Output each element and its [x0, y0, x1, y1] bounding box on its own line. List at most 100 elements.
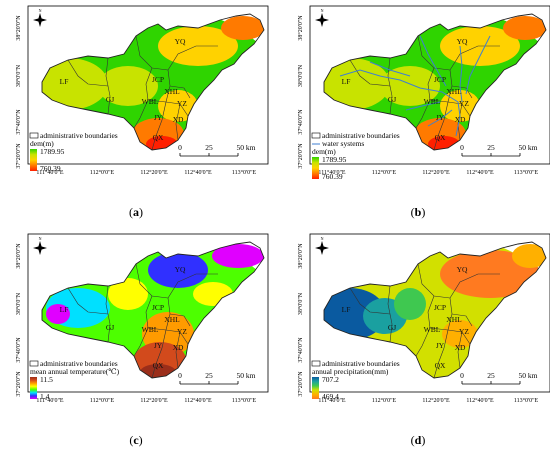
region-label: JY	[154, 113, 163, 122]
region-label: YZ	[177, 327, 187, 336]
longitude-label: 111°40'0"E	[318, 397, 345, 404]
north-arrow-label: N	[39, 236, 42, 241]
study-area-outline	[323, 241, 547, 379]
longitude-label: 112°40'0"E	[466, 169, 494, 176]
panel-caption-letter: a	[133, 205, 139, 219]
region-label: LF	[60, 77, 69, 86]
region-label: XD	[173, 343, 184, 352]
region-label: GJ	[388, 95, 396, 104]
region-label: YQ	[175, 265, 186, 274]
legend-boundary-label: administrative boundaries	[322, 131, 400, 140]
longitude-label: 113°0'0"E	[232, 397, 257, 404]
region-label: YQ	[457, 37, 468, 46]
water-systems	[339, 35, 491, 137]
scale-bar: 0 25 50 km	[178, 143, 256, 157]
longitude-label: 112°40'0"E	[466, 397, 494, 404]
scale-bar-label: 25	[205, 143, 213, 152]
latitude-label: 38°20'0"N	[15, 15, 22, 41]
longitude-label: 112°0'0"E	[372, 397, 397, 404]
legend-boundary-label: administrative boundaries	[40, 359, 118, 368]
scale-bar-label: 25	[487, 143, 495, 152]
region-label: YZ	[177, 99, 187, 108]
longitude-label: 112°0'0"E	[372, 169, 397, 176]
latitude-label: 38°0'0"N	[297, 64, 304, 87]
region-label: QX	[435, 133, 446, 142]
legend-water-label: water systems	[322, 139, 364, 148]
scale-bar-label: 50 km	[237, 143, 256, 152]
longitude-label: 113°0'0"E	[514, 169, 539, 176]
study-area-outline	[323, 13, 547, 151]
region-label: JCP	[434, 75, 446, 84]
region-label: JCP	[152, 303, 164, 312]
legend-variable-label: mean annual temperature(℃)	[30, 367, 120, 376]
scale-bar-label: 0	[178, 371, 182, 380]
latitude-label: 38°20'0"N	[297, 243, 304, 269]
region-label: GJ	[388, 323, 396, 332]
legend-max-value: 1789.95	[322, 155, 347, 164]
north-arrow-icon: N	[33, 8, 47, 27]
scale-bar: 0 25 50 km	[460, 143, 538, 157]
map-panel-c: YQ LF GJ JCP XHL WBL YZ JY XD QX N 38°20'0"N 38°0'0"…	[0, 228, 269, 428]
region-label: LF	[342, 305, 351, 314]
latitude-label: 37°40'0"N	[15, 337, 22, 363]
longitude-label: 112°0'0"E	[90, 169, 115, 176]
longitude-label: 112°40'0"E	[184, 397, 212, 404]
region-label: YQ	[175, 37, 186, 46]
north-arrow-label: N	[39, 8, 42, 13]
longitude-label: 112°20'0"E	[140, 169, 168, 176]
latitude-label: 38°0'0"N	[15, 64, 22, 87]
panel-caption: (a)	[129, 205, 143, 219]
longitude-label: 112°20'0"E	[140, 397, 168, 404]
panel-caption-letter: b	[414, 205, 422, 219]
region-label: LF	[342, 77, 351, 86]
latitude-label: 38°0'0"N	[297, 292, 304, 315]
region-label: JCP	[152, 75, 164, 84]
panel-caption: (d)	[410, 433, 426, 447]
longitude-label: 111°40'0"E	[36, 397, 63, 404]
legend-color-ramp	[312, 377, 319, 399]
admin-boundaries	[67, 263, 218, 379]
legend-min-value: 469.4	[322, 392, 339, 401]
region-label: WBL	[424, 325, 441, 334]
region-label: XD	[455, 343, 466, 352]
scale-bar-label: 0	[460, 143, 464, 152]
region-label: YQ	[457, 265, 468, 274]
region-label: YZ	[459, 99, 469, 108]
north-arrow-label: N	[321, 8, 324, 13]
region-label: JY	[154, 341, 163, 350]
legend-max-value: 1789.95	[40, 147, 65, 156]
north-arrow-label: N	[321, 236, 324, 241]
longitude-label: 113°0'0"E	[514, 397, 539, 404]
scale-bar-label: 25	[205, 371, 213, 380]
latitude-label: 37°40'0"N	[297, 337, 304, 363]
region-label: XD	[455, 115, 466, 124]
legend-variable-label: dem(m)	[30, 139, 54, 148]
north-arrow-icon: N	[315, 236, 329, 255]
latitude-label: 38°0'0"N	[15, 292, 22, 315]
map-panel-b: YQ LF GJ JCP XHL WBL YZ JY XD QX N 38°20'0"N 38°0'0"…	[282, 0, 550, 200]
region-label: WBL	[142, 97, 159, 106]
latitude-label: 38°20'0"N	[15, 243, 22, 269]
map-panel-d: YQ LF GJ JCP XHL WBL YZ JY XD QX N 38°20'0"N 38°0'0"…	[282, 228, 550, 428]
longitude-label: 111°40'0"E	[36, 169, 63, 176]
legend-boundary-label: administrative boundaries	[322, 359, 400, 368]
region-label: XHL	[446, 87, 462, 96]
region-label: JY	[436, 341, 445, 350]
legend-color-ramp	[312, 157, 319, 179]
legend-min-value: 1.4	[40, 392, 50, 401]
scale-bar: 0 25 50 km	[460, 371, 538, 385]
region-label: JY	[436, 113, 445, 122]
latitude-label: 37°40'0"N	[297, 109, 304, 135]
region-label: WBL	[142, 325, 159, 334]
panel-caption-letter: c	[133, 433, 139, 447]
north-arrow-icon: N	[33, 236, 47, 255]
longitude-label: 112°0'0"E	[90, 397, 115, 404]
study-area-outline	[41, 13, 265, 151]
study-area-outline	[41, 241, 265, 379]
map-panel-a: YQ LF GJ JCP XHL WBL YZ JY XD QX N 38°20'0"N 38°0'0"…	[0, 0, 269, 200]
panel-caption: (c)	[129, 433, 143, 447]
